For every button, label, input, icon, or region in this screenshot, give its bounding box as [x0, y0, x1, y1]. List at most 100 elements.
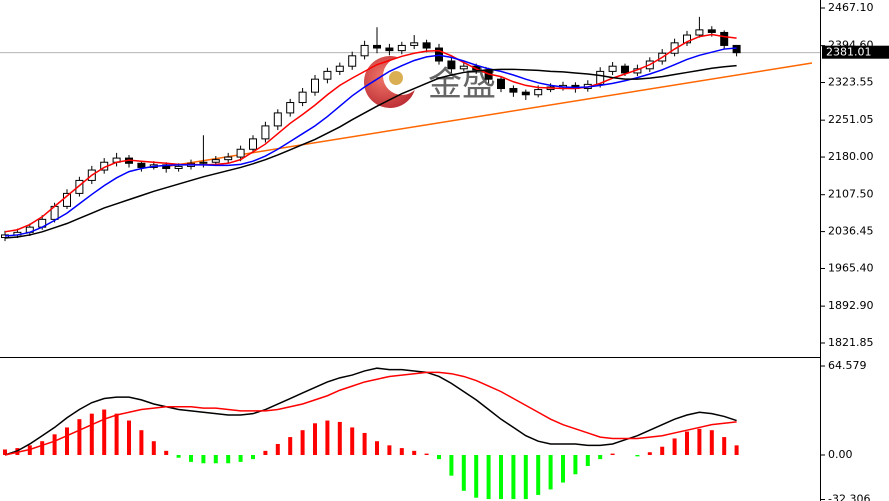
histogram-bar — [660, 446, 665, 455]
candle-body — [323, 70, 332, 80]
histogram-bar — [399, 448, 404, 455]
histogram-bar — [709, 430, 714, 455]
indicator-line — [4, 47, 737, 237]
candle-body — [670, 42, 679, 54]
candle-body — [75, 179, 84, 194]
candle-body — [261, 125, 270, 140]
histogram-bar — [734, 445, 739, 455]
candle-body — [596, 70, 605, 85]
candle-body — [459, 65, 468, 70]
histogram-bar — [722, 437, 727, 455]
histogram-bar — [176, 454, 181, 458]
candle-body — [211, 159, 220, 163]
indicator-line — [4, 367, 737, 456]
histogram-bar — [573, 454, 578, 475]
indicator-line — [4, 64, 737, 239]
histogram-bar — [263, 450, 268, 455]
candle-body — [298, 91, 307, 104]
candle-body — [236, 148, 245, 158]
histogram-bar — [189, 454, 193, 462]
histogram-bar — [536, 454, 541, 495]
histogram-bar — [300, 430, 305, 455]
candle-body — [385, 47, 394, 52]
histogram-bar — [350, 427, 355, 455]
histogram-bar — [511, 454, 516, 500]
histogram-bar — [412, 450, 417, 455]
candle-body — [137, 162, 146, 168]
candle-body — [286, 102, 295, 114]
histogram-bar — [275, 443, 280, 455]
histogram-bar — [685, 431, 689, 455]
y-tick-label: 0.00 — [828, 448, 853, 461]
histogram-bar — [635, 454, 640, 457]
histogram-bar — [127, 420, 131, 455]
y-tick-label: 2323.55 — [828, 76, 874, 89]
histogram-bar — [164, 450, 169, 455]
candle-body — [509, 88, 518, 93]
histogram-bar — [102, 409, 107, 455]
histogram-bar — [598, 454, 603, 460]
histogram-bar — [362, 432, 367, 455]
candle-body — [174, 165, 183, 169]
candle-body — [422, 42, 431, 49]
histogram-bar — [40, 441, 45, 455]
candle-body — [534, 89, 543, 96]
histogram-bar — [585, 454, 590, 467]
candle-body — [521, 91, 530, 96]
y-tick-label: 2180.00 — [828, 150, 874, 163]
histogram-bar — [561, 454, 565, 483]
histogram-bar — [548, 454, 553, 490]
histogram-bar — [449, 454, 454, 476]
candle-body — [410, 42, 419, 46]
histogram-bar — [65, 427, 69, 455]
histogram-bar — [474, 454, 479, 498]
candle-body — [447, 60, 456, 70]
histogram-bar — [424, 453, 429, 455]
candle-body — [732, 44, 741, 54]
histogram-bar — [251, 454, 255, 460]
histogram-bar — [238, 454, 243, 462]
histogram-bar — [114, 413, 119, 455]
y-tick-label: 64.579 — [828, 359, 867, 372]
histogram-bar — [486, 454, 491, 500]
histogram-bar — [523, 454, 528, 500]
histogram-bar — [461, 454, 466, 491]
y-tick-label: 2251.05 — [828, 113, 874, 126]
candle-body — [397, 44, 406, 52]
price-tag-label: 2381.01 — [826, 46, 872, 59]
histogram-bar — [288, 437, 293, 455]
candle-body — [360, 44, 369, 57]
histogram-bar — [77, 419, 82, 455]
logo-dot — [389, 71, 403, 85]
histogram-bar — [226, 454, 231, 464]
histogram-bar — [697, 428, 702, 455]
candle-body — [335, 65, 344, 72]
histogram-bar — [213, 454, 218, 464]
histogram-bar — [647, 452, 652, 455]
histogram-bar — [610, 453, 615, 455]
y-tick-label: -32.306 — [828, 492, 870, 501]
histogram-bar — [201, 454, 206, 464]
trend-line — [169, 62, 813, 167]
y-tick-label: 1892.90 — [828, 299, 874, 312]
candle-body — [373, 44, 381, 49]
histogram-bar — [3, 449, 7, 455]
y-tick-label: 1965.40 — [828, 261, 874, 274]
histogram-bar — [52, 434, 57, 455]
histogram-bar — [375, 441, 379, 455]
histogram-bar — [337, 421, 342, 455]
candle-body — [720, 31, 729, 46]
indicator-line — [4, 371, 737, 456]
candle-body — [621, 65, 629, 74]
candle-body — [695, 29, 704, 36]
histogram-bar — [313, 423, 317, 455]
histogram-bar — [387, 445, 392, 455]
candle-body — [683, 34, 691, 44]
candle-body — [608, 65, 617, 72]
histogram-bar — [139, 430, 144, 455]
candle-body — [224, 156, 233, 161]
candle-body — [348, 55, 357, 67]
candle-body — [435, 47, 443, 62]
